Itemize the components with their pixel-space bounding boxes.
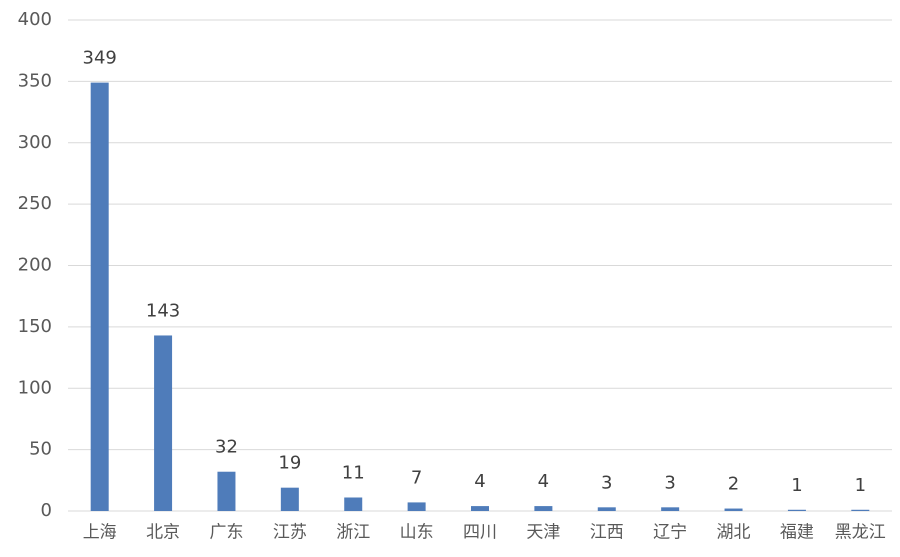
y-tick-label: 350: [18, 70, 52, 91]
bar: [217, 471, 236, 511]
bar: [851, 509, 870, 511]
bar: [90, 82, 109, 511]
x-tick-label: 辽宁: [653, 523, 687, 543]
x-tick-label: 天津: [526, 523, 560, 543]
value-label: 7: [411, 467, 422, 488]
bar: [534, 506, 553, 511]
x-tick-label: 浙江: [336, 523, 370, 543]
value-label: 3: [664, 472, 675, 493]
x-tick-label: 江苏: [273, 523, 307, 543]
y-tick-label: 400: [18, 9, 52, 30]
value-label: 4: [474, 471, 485, 492]
value-label: 2: [728, 474, 739, 495]
y-tick-label: 150: [18, 316, 52, 337]
bar: [407, 502, 426, 511]
x-tick-label: 北京: [146, 523, 180, 543]
y-tick-label: 300: [18, 132, 52, 153]
value-label: 32: [215, 437, 238, 458]
x-tick-label: 福建: [780, 523, 814, 543]
x-tick-label: 山东: [400, 523, 434, 543]
bar: [597, 507, 616, 511]
bar: [344, 497, 363, 511]
value-label: 11: [342, 462, 365, 483]
value-label: 4: [538, 471, 549, 492]
bar: [724, 508, 743, 511]
y-tick-label: 50: [29, 439, 52, 460]
x-tick-label: 广东: [209, 523, 243, 543]
value-label: 143: [146, 300, 180, 321]
y-tick-label: 0: [41, 500, 52, 521]
x-tick-label: 黑龙江: [835, 523, 886, 543]
x-tick-label: 江西: [590, 523, 624, 543]
x-tick-label: 四川: [463, 523, 497, 543]
bar: [154, 335, 173, 511]
y-tick-label: 250: [18, 193, 52, 214]
x-tick-label: 湖北: [717, 523, 751, 543]
value-label: 19: [278, 453, 301, 474]
bar: [787, 509, 806, 511]
bar: [471, 506, 489, 511]
value-label: 349: [83, 48, 117, 69]
x-tick-label: 上海: [83, 523, 117, 543]
bar: [661, 507, 680, 511]
y-tick-label: 100: [18, 377, 52, 398]
bar: [280, 487, 299, 511]
y-tick-label: 200: [18, 255, 52, 276]
value-label: 1: [791, 475, 802, 496]
value-label: 3: [601, 472, 612, 493]
value-label: 1: [855, 475, 866, 496]
